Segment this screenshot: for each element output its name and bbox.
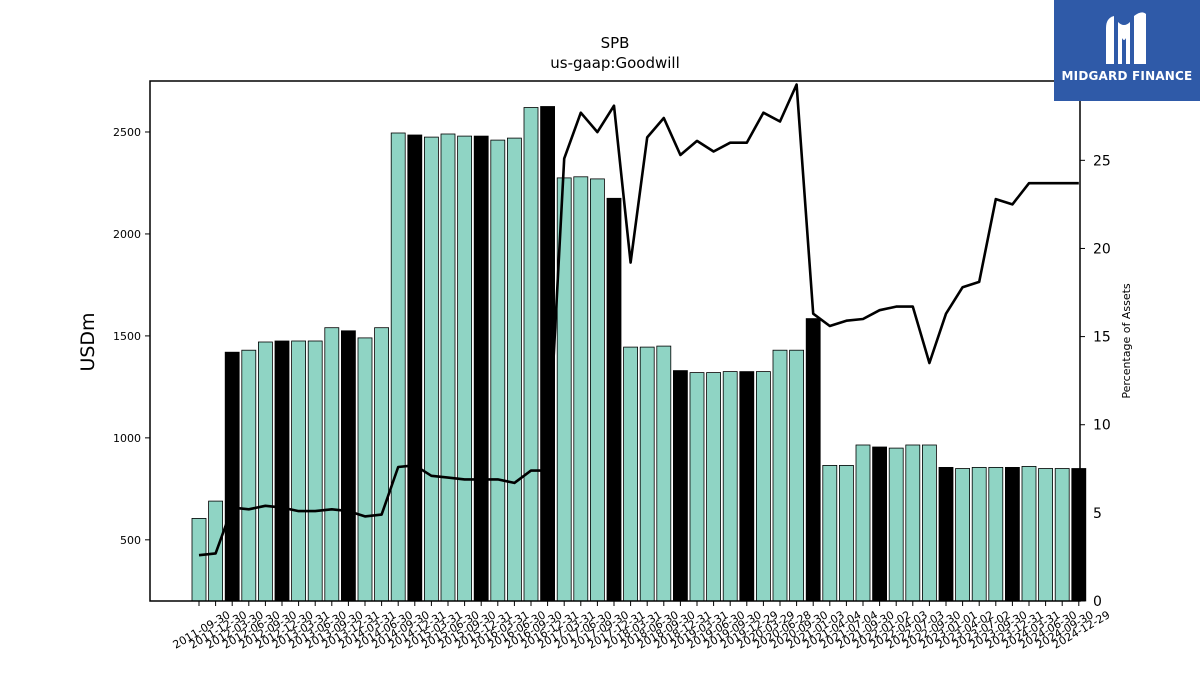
bar-2017-12-31 [606,197,622,602]
bar-2020-06-28 [772,349,788,602]
bar-2022-07-03 [905,444,921,602]
chart-title: SPB [601,34,630,52]
bar-2017-06-30 [573,176,589,602]
bar-2018-03-31 [623,346,638,602]
bar-2012-06-30 [241,349,257,602]
bar-2019-03-31 [689,372,705,602]
line-series [198,83,1079,557]
bar-2023-07-02 [971,466,987,602]
bar-2016-12-31 [540,106,555,602]
bar-2014-03-31 [357,337,373,602]
bar-2019-09-30 [722,371,738,602]
bar-2013-09-30 [324,327,340,602]
bar-2023-09-30 [988,466,1004,602]
bar-2023-04-02 [955,468,970,602]
bar-2019-12-29 [739,371,755,602]
y2-tick-label: 0 [1093,594,1102,610]
bar-2015-09-30 [457,135,473,602]
bar-2020-09-30 [789,349,804,602]
bar-2016-03-31 [490,139,506,602]
bar-2024-09-30 [1054,468,1070,602]
y-tick-label: 1500 [113,330,141,343]
bar-2019-06-30 [706,372,721,602]
bar-2013-06-30 [307,340,323,602]
bar-2021-04-04 [822,464,838,602]
y2-tick-label: 10 [1093,418,1111,434]
bar-2022-09-30 [922,444,937,602]
bar-2016-06-30 [506,137,522,602]
bar-2013-03-31 [291,340,307,602]
bar-2023-12-31 [1005,466,1020,602]
y-tick-label: 500 [120,534,141,547]
bar-2024-06-30 [1038,468,1053,602]
bar-2023-01-01 [938,466,954,602]
y-tick-label: 1000 [113,432,141,445]
bar-2022-01-02 [872,446,887,602]
bar-2024-12-29 [1071,468,1087,602]
y-tick-label: 2500 [113,126,141,139]
y-tick-label: 2000 [113,228,141,241]
y-axis-ticks: 500 1000 1500 2000 2500 [113,126,150,547]
bar-2013-12-31 [340,330,356,602]
bar-2011-09-30 [191,518,207,602]
y2-axis-label: Percentage of Assets [1120,283,1133,399]
bar-2018-09-30 [656,345,672,602]
brand-name: MIDGARD FINANCE [1061,69,1193,83]
bar-2014-06-30 [374,327,390,602]
bar-2018-12-31 [673,370,688,602]
bar-2014-09-30 [390,132,406,602]
bar-2017-09-30 [590,178,605,602]
y2-tick-label: 20 [1093,241,1111,257]
axes [149,80,1081,602]
x-axis-ticks: 2011-09-302011-12-302012-03-302012-06-30… [171,601,1112,652]
bar-2012-12-30 [274,340,290,602]
y2-tick-label: 5 [1093,506,1102,522]
bar-2016-09-30 [523,107,539,602]
brand-logo: MIDGARD FINANCE [1054,0,1200,101]
bar-2014-12-31 [407,134,423,602]
bar-2015-12-31 [473,135,489,602]
y2-axis-ticks: 0 5 10 15 20 25 [1080,153,1111,610]
bar-2021-09-30 [855,444,871,602]
bar-2015-06-30 [440,133,456,602]
y2-tick-label: 25 [1093,153,1111,169]
bar-series [191,106,1087,602]
midgard-logo-icon [1106,12,1146,64]
y-axis-label: USDm [77,312,99,371]
bar-2018-06-30 [639,346,655,602]
y2-tick-label: 15 [1093,330,1111,346]
bar-2012-03-30 [224,351,240,602]
percentage-of-assets-line [198,83,1079,557]
plot-frame [149,80,1081,602]
bar-2020-03-29 [756,371,771,602]
bar-2022-04-03 [888,447,904,602]
bar-2021-01-03 [805,318,821,602]
bar-2015-03-31 [423,136,439,602]
bar-2024-03-31 [1021,465,1037,602]
chart-subtitle: us-gaap:Goodwill [550,54,680,72]
bar-2012-09-30 [257,341,273,602]
bar-2021-07-04 [839,464,854,602]
